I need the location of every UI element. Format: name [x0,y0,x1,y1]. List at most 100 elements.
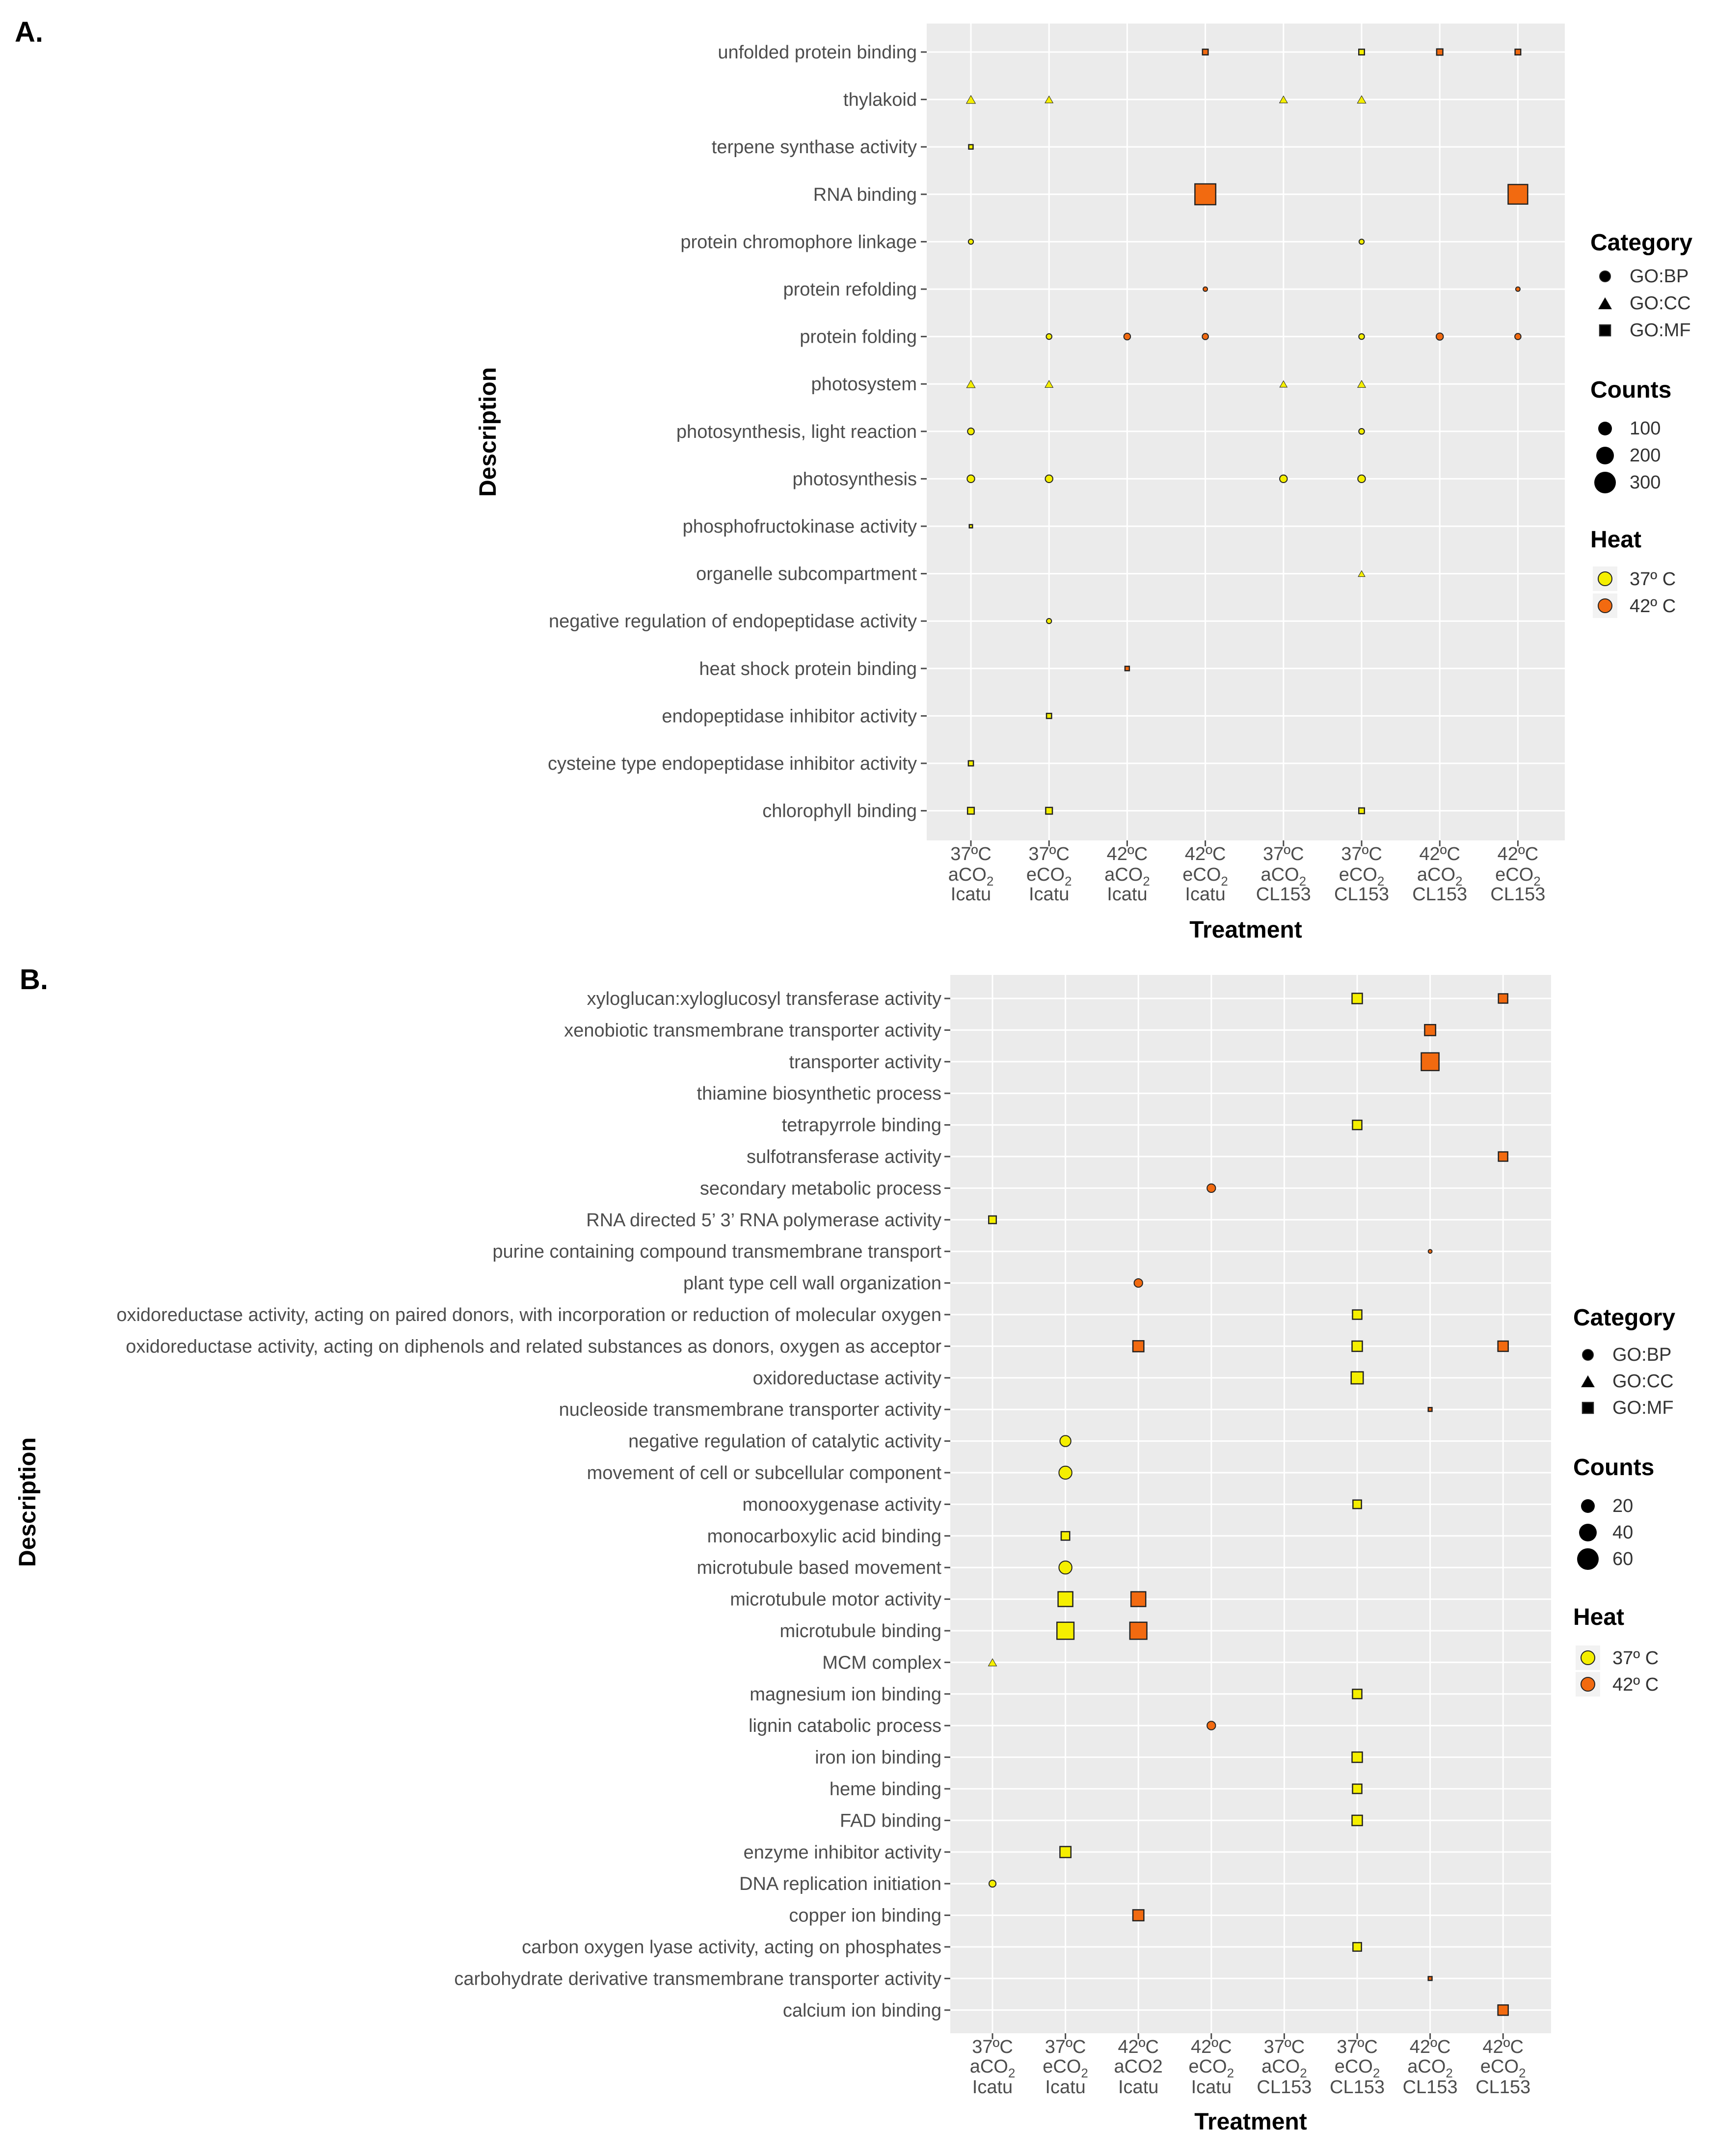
data-point [1045,95,1054,104]
data-point [1351,993,1363,1004]
y-tick-label: unfolded protein binding [718,42,917,63]
data-point [1202,333,1209,340]
y-tick-label: microtubule binding [779,1621,941,1642]
data-point [1358,239,1365,245]
x-tick-label-genotype: Icatu [1029,884,1069,905]
x-tick-label-heat: 42ºC [1118,2037,1159,2057]
x-tick-label-heat: 42ºC [1482,2037,1524,2057]
data-point [1424,1024,1437,1036]
y-tick-label: lignin catabolic process [749,1716,941,1736]
y-tick-label: organelle subcompartment [696,564,917,585]
legend-count-key [1598,422,1612,435]
y-tick-label: microtubule based movement [697,1558,942,1578]
y-tick-label: heat shock protein binding [699,659,917,679]
x-tick-label-co2: eCO2 [1188,2056,1234,2080]
x-tick-label-genotype: CL153 [1412,884,1467,905]
data-point [1058,1560,1072,1575]
y-tick-label: photosynthesis, light reaction [676,422,917,442]
data-point [1351,1340,1363,1352]
legend-category-key [1598,297,1612,310]
data-point [1060,1531,1071,1541]
x-tick-label-heat: 42ºC [1410,2037,1451,2057]
legend-count-key [1581,1499,1595,1513]
y-tick-label: movement of cell or subcellular componen… [587,1463,942,1483]
x-tick-label-co2: aCO2 [1114,2056,1163,2077]
data-point [1351,1751,1363,1763]
y-tick-label: RNA binding [813,185,917,205]
y-tick-label: enzyme inhibitor activity [744,1842,941,1863]
legend-count-label: 60 [1612,1549,1633,1569]
data-point [1132,1340,1145,1352]
data-point [1123,332,1131,341]
legend-category-label: GO:BP [1630,266,1689,287]
legend-category-title: Category [1590,230,1692,256]
data-point [1279,380,1288,388]
y-tick-label: secondary metabolic process [700,1178,941,1199]
legend-category-label: GO:CC [1630,293,1691,314]
data-point [1046,618,1052,624]
x-tick-label-genotype: CL153 [1334,884,1389,905]
x-tick-label-co2: eCO2 [1026,864,1072,889]
data-point [988,1215,997,1224]
x-tick-label-genotype: Icatu [972,2077,1013,2098]
data-point [1352,1783,1363,1794]
data-point [1279,474,1288,484]
x-axis-title: Treatment [1194,2109,1307,2135]
x-tick-label-co2: aCO2 [1417,864,1463,889]
data-point [1279,95,1288,104]
legend-count-label: 300 [1630,472,1661,493]
x-tick-label-heat: 37ºC [1337,2037,1378,2057]
x-tick-label-genotype: Icatu [951,884,991,905]
data-point [967,239,974,245]
data-point [1352,1689,1363,1699]
x-tick-label-co2: aCO2 [1261,2056,1307,2080]
x-tick-label-heat: 37ºC [1028,844,1070,864]
x-tick-label-genotype: CL153 [1256,884,1311,905]
data-point [1046,713,1052,719]
data-point [1350,1371,1364,1385]
x-tick-label-genotype: CL153 [1257,2077,1312,2098]
data-point [1498,993,1508,1004]
data-point [968,144,974,150]
panel-a: A. unfolded protein binding thylakoid terpe… [15,16,1692,943]
data-point [967,427,975,435]
data-point [966,474,975,484]
data-point [1045,380,1054,388]
y-tick-label: FAD binding [840,1810,941,1831]
data-point [988,1880,997,1888]
x-tick-label-genotype: CL153 [1475,2077,1530,2098]
panel-label: B. [20,964,48,996]
legend-heat-key [1598,571,1612,586]
y-tick-label: xenobiotic transmembrane transporter act… [564,1020,941,1041]
y-tick-label: protein chromophore linkage [680,232,917,252]
x-tick-label-co2: eCO2 [1495,864,1541,889]
data-point [1352,1119,1363,1131]
y-tick-label: MCM complex [822,1652,941,1673]
legend-category-key [1599,270,1611,282]
data-point [1427,1976,1433,1981]
x-tick-label-heat: 42ºC [1185,844,1226,864]
data-point [988,1658,997,1667]
panel-label: A. [15,16,43,48]
legend-count-key [1579,1524,1597,1541]
data-point [1202,49,1209,55]
y-tick-label: protein refolding [783,279,917,300]
y-tick-label: DNA replication initiation [739,1874,941,1894]
data-point [1046,333,1052,340]
data-point [1514,333,1522,340]
legend-counts-title: Counts [1573,1455,1654,1481]
y-tick-label: RNA directed 5’ 3’ RNA polymerase activi… [586,1210,941,1231]
data-point [1130,1591,1147,1607]
y-tick-label: nucleoside transmembrane transporter act… [559,1400,941,1420]
y-tick-label: oxidoreductase activity [753,1368,941,1389]
legend-category-key [1581,1375,1595,1388]
data-point [1352,1942,1362,1952]
data-point [1497,1340,1509,1352]
data-point [1357,380,1367,388]
x-tick-label-co2: eCO2 [1339,864,1385,889]
y-tick-label: purine containing compound transmembrane… [492,1241,941,1262]
data-point [1352,1499,1362,1509]
data-point [1056,1621,1075,1640]
x-tick-label-heat: 37ºC [950,844,992,864]
x-tick-label-co2: aCO2 [1260,864,1306,889]
